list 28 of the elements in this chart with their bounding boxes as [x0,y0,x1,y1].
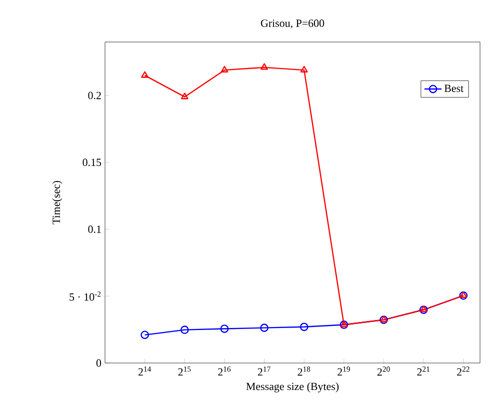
x-tick-label: 2$^{18}$ [298,366,310,376]
y-tick-label: 5 · 10$^{-2}$ [70,292,101,301]
point [220,324,229,333]
x-tick-label: 2$^{14}$ [138,366,152,376]
point [260,63,268,70]
x-tick-label: 2$^{22}$ [457,366,470,376]
point [180,92,188,100]
point [300,322,308,332]
y-tick-label: 0.2 [88,92,101,100]
x-tick-label: 2$^{16}$ [218,366,231,376]
point [300,66,308,72]
x-tick-label: 2$^{21}$ [417,366,430,376]
x-tick-label: 2$^{20}$ [377,366,390,376]
y-tick-label: 0.15 [82,158,102,166]
legend-label: Best [444,84,464,92]
y-tick-label: 0.1 [88,226,101,233]
point [260,324,268,332]
point [220,66,228,72]
x-tick-label: 2$^{15}$ [178,366,191,376]
x-tick-label: 2$^{19}$ [338,366,350,376]
point [140,330,150,340]
point [141,71,149,78]
point [180,326,189,334]
x-tick-label: 2$^{17}$ [258,366,270,376]
x-axis-title: Message size (Bytes) [246,382,339,392]
y-axis-title: Time(sec) [52,180,62,224]
chart-title: Grisou, P=600 [260,20,324,28]
y-tick-label: 0 [96,359,102,367]
